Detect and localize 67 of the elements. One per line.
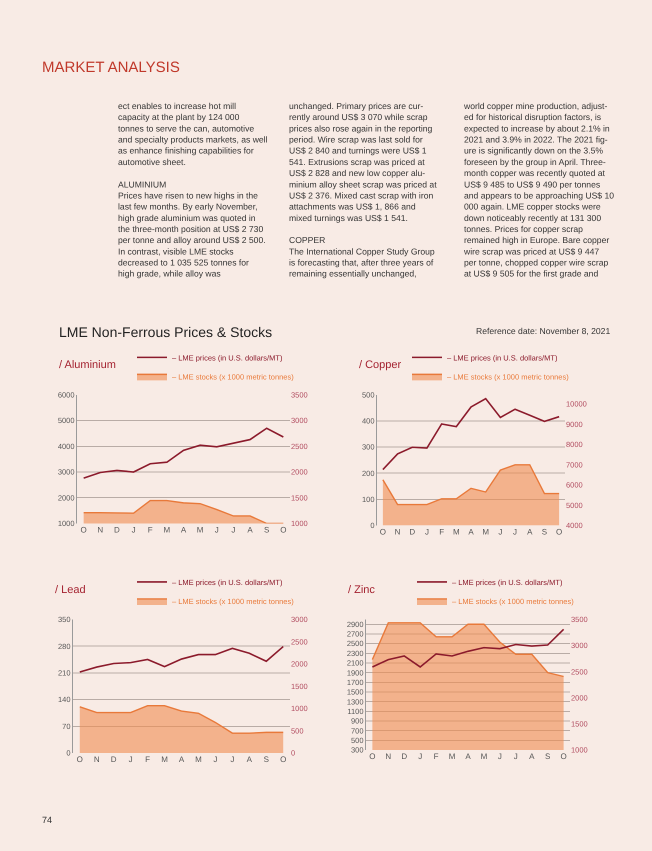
chart-title: / Zinc (348, 584, 376, 596)
x-tick-label: J (514, 752, 518, 762)
line-series (78, 646, 284, 673)
x-tick-label: J (128, 754, 133, 764)
chart-title: / Lead (55, 584, 86, 596)
x-tick-label: F (434, 752, 439, 762)
x-tick-label: J (498, 752, 502, 762)
x-tick-label: F (439, 527, 444, 536)
x-tick-label: D (110, 754, 117, 764)
text: 74 (42, 815, 52, 825)
x-tick-label: M (452, 527, 460, 536)
x-tick-label: O (560, 752, 567, 762)
x-tick-label: A (178, 754, 185, 764)
x-tick-label: M (196, 525, 204, 534)
x-tick-label: N (97, 525, 104, 534)
x-tick-label: M (195, 754, 202, 764)
x-tick-label: A (468, 527, 474, 536)
x-tick-label: A (180, 525, 187, 534)
x-tick-label: A (527, 527, 534, 536)
x-tick-label: J (418, 752, 422, 762)
text: world copper mine production, adjust- ed for historical disruption factors, is expected to increase by about 2.1% in 2021 and 3.9% in 2022. The 2021 fig- ure is significantly down on the 3.5% foreseen by the group in April. Three- month copper was recently quoted at US$ 9 485 to US$ 9 490 per tonnes and appears to be approaching US$ 10 000 again. LME copper stocks were down noticeably recently at 131 300 tonnes. Prices for copper scrap remained high in Europe. Bare copper wire scrap was priced at US$ 9 447 per tonne, chopped copper wire scrap at US$ 9 505 for the first grade and (464, 101, 614, 279)
text: MARKET ANALYSIS (42, 59, 180, 76)
x-tick-label: O (369, 752, 376, 762)
x-tick-label: F (148, 525, 153, 534)
x-tick-label: O (80, 525, 87, 534)
x-tick-label: M (164, 525, 171, 534)
x-tick-label: N (94, 754, 100, 764)
x-tick-label: D (409, 527, 416, 536)
x-tick-label: O (280, 754, 286, 764)
x-tick-label: J (498, 527, 502, 536)
x-tick-label: A (247, 525, 254, 534)
x-tick-label: D (401, 752, 408, 762)
x-tick-label: F (145, 754, 150, 764)
x-tick-label: J (213, 754, 218, 764)
x-tick-label: N (394, 527, 401, 536)
x-tick-label: M (161, 754, 168, 764)
x-tick-label: O (280, 525, 286, 534)
x-tick-label: J (231, 525, 236, 534)
x-tick-label: D (114, 525, 120, 534)
x-tick-label: M (480, 752, 488, 762)
x-tick-label: N (385, 752, 392, 762)
x-tick-label: J (513, 527, 518, 536)
x-tick-label: J (132, 525, 136, 534)
x-tick-label: J (230, 754, 234, 764)
x-tick-label: A (529, 752, 536, 762)
x-tick-label: J (214, 525, 219, 534)
chart-title: / Aluminium (59, 359, 116, 371)
x-tick-label: A (246, 754, 253, 764)
x-tick-label: M (448, 752, 456, 762)
text: LME Non-Ferrous Prices & Stocks (59, 324, 272, 340)
x-tick-label: S (545, 752, 550, 762)
x-tick-label: O (76, 754, 83, 764)
text: unchanged. Primary prices are cur- rently around US$ 3 070 while scrap prices also rose again in the reporting period. Wire scrap was last sold for US$ 2 840 and turnings were US$ 1 541. Extrusions scrap was priced at US$ 2 828 and new low copper alu- minium alloy sheet scrap was priced at US$ 2 376. Mixed cast scrap with iron attachments was US$ 1, 866 and mixed turnings was US$ 1 541. COPPER The International Copper Study Group is forecasting that, after three years of remaining essentially unchanged, (289, 101, 437, 279)
line-series (372, 628, 564, 668)
line-series (382, 398, 560, 470)
text: Reference date: November 8, 2021 (476, 326, 610, 336)
x-tick-label: S (264, 525, 270, 534)
x-tick-label: O (556, 527, 562, 536)
x-tick-label: S (542, 527, 548, 536)
text: ect enables to increase hot mill capacity at the plant by 124 000 tonnes to serve the can, automotive and specialty products markets, as well as enhance finishing capabilities for automotive sheet. ALUMINIUM Prices have risen to new highs in the last few months. By early November, high grade aluminium was quoted in the three-month position at US$ 2 730 per tonne and alloy around US$ 2 500. In contrast, visible LME stocks decreased to 1 035 525 tonnes for high grade, while alloy was (118, 101, 268, 279)
x-tick-label: A (465, 752, 472, 762)
x-tick-label: J (424, 527, 429, 536)
x-tick-label: M (482, 527, 490, 536)
line-series (82, 427, 284, 479)
x-tick-label: S (264, 754, 269, 764)
chart-title: / Copper (359, 359, 402, 371)
x-tick-label: O (380, 527, 386, 536)
